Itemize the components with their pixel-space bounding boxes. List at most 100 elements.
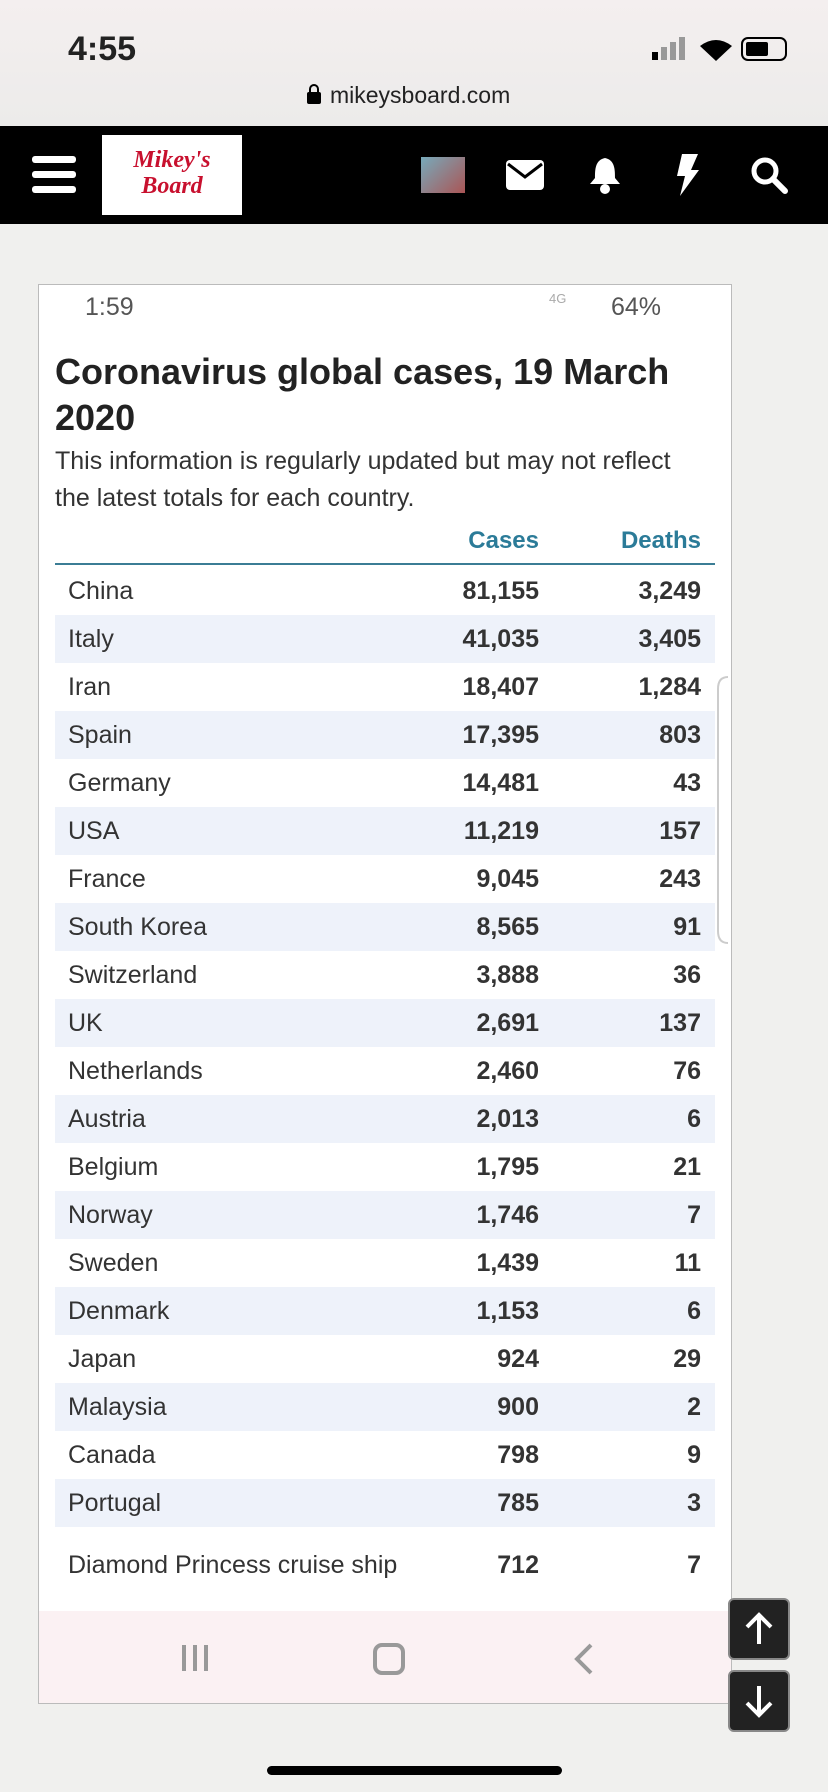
country-name: Sweden (68, 1249, 159, 1277)
country-name: Switzerland (68, 961, 198, 989)
table-cell-number: 1,439 (476, 1248, 539, 1277)
table-cell-number: 1,746 (476, 1200, 539, 1229)
table-row: Spain 17,395 803 (55, 711, 715, 759)
table-cell-number: 785 (497, 1488, 539, 1517)
menu-icon[interactable] (32, 154, 76, 196)
table-row: China 81,155 3,249 (55, 567, 715, 615)
country-name: Netherlands (68, 1057, 203, 1085)
country-name: Italy (68, 625, 114, 653)
inner-nav-bar (39, 1611, 731, 1703)
table-row: Germany 14,481 43 (55, 759, 715, 807)
logo[interactable]: Mikey's Board (102, 135, 242, 215)
table-cell-number: 6 (687, 1296, 701, 1325)
country-name: China (68, 577, 134, 605)
table-row: Denmark 1,153 6 (55, 1287, 715, 1335)
table-row: Switzerland 3,888 36 (55, 951, 715, 999)
bolt-icon[interactable] (674, 154, 700, 196)
network: 4G (549, 291, 567, 306)
table-row: France 9,045 243 (55, 855, 715, 903)
table-cell-number: 17,395 (462, 720, 539, 749)
mail-icon[interactable] (506, 160, 544, 190)
table-row: Sweden 1,439 11 (55, 1239, 715, 1287)
table-cell-number: 2 (687, 1392, 701, 1421)
country-name: South Korea (68, 913, 207, 941)
country-name: Austria (68, 1105, 146, 1133)
table-cell-number: 8,565 (476, 912, 539, 941)
table-cell-number: 1,795 (476, 1152, 539, 1181)
column-header: Cases (468, 527, 539, 554)
table-cell-number: 712 (497, 1550, 539, 1579)
inner-nav-icons (182, 1643, 593, 1675)
table-cell-number: 11 (674, 1248, 701, 1277)
table-row: UK 2,691 137 (55, 999, 715, 1047)
inner-status-bar: 1:59 4G 64% (39, 285, 731, 327)
article-title: Coronavirus global cases, 19 March 2020 (55, 351, 670, 438)
country-name: Norway (68, 1201, 153, 1229)
table-cell-number: 243 (659, 864, 701, 893)
inner-clock: 1:59 (85, 293, 134, 321)
avatar[interactable] (421, 157, 465, 193)
column-header: Deaths (620, 527, 701, 554)
country-name: Malaysia (68, 1393, 167, 1421)
battery: 64% (611, 293, 662, 321)
table-cell-number: 41,035 (462, 624, 539, 653)
table-row: Malaysia 900 2 (55, 1383, 715, 1431)
table-cell-number: 157 (659, 816, 701, 845)
table-cell-number: 3 (687, 1488, 701, 1517)
scroll-down-button[interactable] (728, 1670, 790, 1732)
country-name: Diamond Princess cruise ship (68, 1551, 398, 1579)
screenshot-card: 1:59 4G 64% Coronavirus global cases, 19… (38, 284, 732, 1704)
table-row: South Korea 8,565 91 (55, 903, 715, 951)
table-row: Portugal 785 3 (55, 1479, 715, 1527)
table-row: Japan 924 29 (55, 1335, 715, 1383)
table-cell-number: 3,888 (476, 960, 539, 989)
home-indicator (267, 1766, 562, 1775)
country-name: Canada (68, 1441, 156, 1469)
table-cell-number: 803 (659, 720, 701, 749)
status-icons (652, 37, 787, 61)
country-name: France (68, 865, 146, 893)
table-cell-number: 18,407 (462, 672, 539, 701)
country-name: Spain (68, 721, 132, 749)
table-cell-number: 1,153 (476, 1296, 539, 1325)
logo-line: Board (141, 173, 203, 199)
bell-icon[interactable] (588, 156, 622, 194)
table-row: Belgium 1,795 21 (55, 1143, 715, 1191)
status-area: 4:55 mikeysboard.com (0, 0, 828, 126)
table-cell-number: 2,691 (476, 1008, 539, 1037)
lock-icon (307, 84, 321, 104)
table-cell-number: 21 (673, 1152, 701, 1181)
scrollbar (717, 676, 729, 944)
table-cell-number: 7 (687, 1550, 701, 1579)
table-cell-number: 6 (687, 1104, 701, 1133)
table-cell-number: 924 (497, 1344, 539, 1373)
table-row: Canada 798 9 (55, 1431, 715, 1479)
table-cell-number: 1,284 (638, 672, 701, 701)
table-header: Cases Deaths (55, 523, 715, 565)
table-cell-number: 76 (673, 1056, 701, 1085)
country-name: Iran (68, 673, 112, 701)
table-cell-number: 3,249 (638, 576, 701, 605)
country-name: Portugal (68, 1489, 162, 1517)
table-cell-number: 11,219 (463, 816, 539, 845)
country-name: Germany (68, 769, 171, 797)
article-subtitle: This information is regularly updated bu… (55, 447, 671, 512)
table-row: Diamond Princess cruise ship 712 7 (55, 1527, 715, 1603)
clock: 4:55 (68, 30, 137, 68)
table-cell-number: 91 (673, 912, 701, 941)
url[interactable]: mikeysboard.com (330, 82, 511, 108)
table-cell-number: 29 (673, 1344, 701, 1373)
table-cell-number: 137 (659, 1008, 701, 1037)
country-name: Belgium (68, 1153, 159, 1181)
table-cell-number: 7 (687, 1200, 701, 1229)
table-cell-number: 900 (497, 1392, 539, 1421)
table-row: Netherlands 2,460 76 (55, 1047, 715, 1095)
table-cell-number: 2,013 (476, 1104, 539, 1133)
scroll-up-button[interactable] (728, 1598, 790, 1660)
country-name: Japan (68, 1345, 137, 1373)
table-row: Norway 1,746 7 (55, 1191, 715, 1239)
table-cell-number: 81,155 (462, 576, 539, 605)
country-name: UK (68, 1009, 103, 1037)
search-icon[interactable] (750, 156, 788, 194)
